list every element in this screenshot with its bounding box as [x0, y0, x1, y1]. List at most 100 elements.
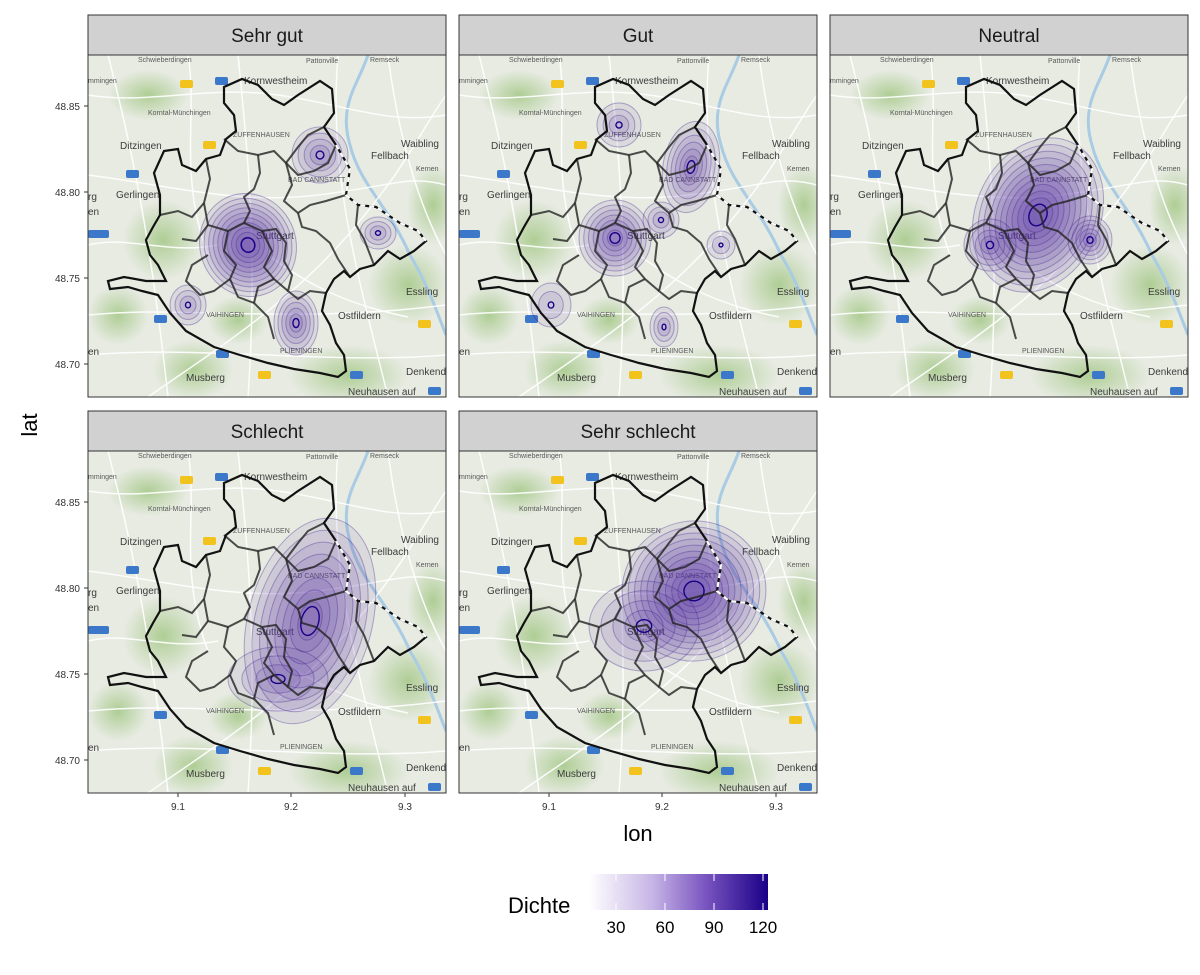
map-place-label: PLIENINGEN [651, 348, 693, 355]
map-place-label: Neuhausen auf [719, 387, 787, 398]
district-boundary [242, 550, 262, 620]
district-boundary [725, 600, 746, 662]
density-level [530, 282, 572, 328]
forest-area [123, 200, 203, 280]
map-place-label: en [459, 743, 470, 754]
highway-shield [868, 170, 881, 178]
district-boundary [184, 650, 231, 693]
road [830, 351, 1188, 359]
map-place-label: Denkendo [777, 367, 823, 378]
facet-strip-label: Schlecht [231, 422, 305, 443]
road [88, 174, 446, 199]
density-level [658, 556, 730, 626]
district-boundary [613, 154, 633, 224]
density-contours [227, 517, 377, 725]
map-place-label: Kornwestheim [615, 76, 678, 87]
density-level [980, 235, 1000, 255]
map-place-label: Gerlingen [487, 586, 530, 597]
highway-shield [215, 77, 228, 85]
map-place-label: en [88, 207, 99, 218]
map-place-label: mmingen [459, 78, 488, 85]
highway-shield [1000, 371, 1013, 379]
panel-frame [458, 54, 818, 398]
highway-shield [789, 320, 802, 328]
density-level [583, 204, 647, 272]
basemap: Schwieberdingen Pattonville Remseck mmingen… [459, 451, 817, 794]
map-place-label: rg [88, 192, 97, 203]
basemap: Schwieberdingen Pattonville Remseck mmingen… [459, 55, 823, 398]
map-place-label: Waibling [401, 139, 439, 150]
forest-area [479, 466, 559, 516]
road [187, 451, 209, 652]
road [459, 241, 590, 249]
map-place-label: en [459, 603, 470, 614]
city-boundary-dashed [335, 540, 427, 638]
density-level [602, 108, 636, 142]
district-boundary [964, 230, 1017, 340]
map-place-label: Remseck [741, 57, 771, 64]
density-contours [963, 137, 1113, 293]
map-place-label: Musberg [557, 373, 596, 384]
map-place-label: PLIENINGEN [651, 744, 693, 751]
density-level [309, 144, 331, 166]
density-peak [315, 150, 325, 160]
facet-strip-label: Neutral [978, 26, 1039, 47]
road [88, 700, 446, 712]
x-tick-label: 9.3 [398, 802, 412, 813]
map-place-label: Stuttgart [256, 231, 294, 242]
highway-shield [587, 350, 600, 358]
density-level [369, 225, 387, 241]
highway-shield [180, 80, 193, 88]
map-place-label: Korntal-Münchingen [148, 506, 211, 513]
map-place-label: Pattonville [677, 58, 709, 65]
district-boundary [285, 522, 325, 560]
map-place-label: Neuhausen auf [1090, 387, 1158, 398]
highway-shield [799, 387, 812, 395]
road [387, 55, 446, 256]
highway-shield [497, 170, 510, 178]
map-place-label: ZUFFENHAUSEN [975, 132, 1032, 139]
forest-area [778, 561, 817, 641]
district-boundary [261, 626, 289, 688]
map-place-label: VAIHINGEN [206, 708, 244, 715]
map-place-label: Waibling [401, 535, 439, 546]
map-place-label: VAIHINGEN [577, 708, 615, 715]
map-place-label: Remseck [1112, 57, 1142, 64]
district-boundary [1003, 230, 1031, 292]
district-boundary [1039, 212, 1093, 278]
density-level [174, 290, 202, 320]
highway-shield [896, 315, 909, 323]
density-peak [1028, 203, 1048, 227]
district-boundary [725, 204, 746, 266]
district-boundary [242, 154, 262, 224]
x-axis-title: lon [623, 821, 652, 846]
map-place-label: Kornwestheim [244, 472, 307, 483]
highway-shield [203, 537, 216, 545]
road [1077, 55, 1131, 397]
forest-area [123, 596, 203, 676]
map-place-label: Remseck [741, 453, 771, 460]
highway-shield [154, 315, 167, 323]
map-place-label: Ostfildern [338, 311, 381, 322]
district-boundary [573, 554, 698, 697]
district-boundary [184, 254, 231, 297]
map-place-label: en [88, 743, 99, 754]
highway-shield [418, 716, 431, 724]
density-level [653, 312, 675, 342]
highway-shield [574, 537, 587, 545]
map-place-label: PLIENINGEN [280, 744, 322, 751]
district-boundary [624, 674, 646, 700]
density-level [977, 144, 1099, 286]
facet-panel: Gut Schwieberdingen Pattonville Remseck mmin… [458, 14, 823, 398]
map-place-label: Ditzingen [120, 141, 162, 152]
highway-shield [721, 371, 734, 379]
facet-strip [458, 14, 818, 56]
density-level [988, 157, 1088, 273]
forest-area [1149, 165, 1188, 245]
density-level [652, 211, 670, 229]
district-boundary [573, 158, 698, 301]
road [88, 487, 446, 515]
facet-panel: Sehr schlecht Schwieberdingen Pattonville R… [458, 410, 818, 813]
road [387, 451, 446, 652]
map-place-label: Neuhausen auf [719, 783, 787, 794]
